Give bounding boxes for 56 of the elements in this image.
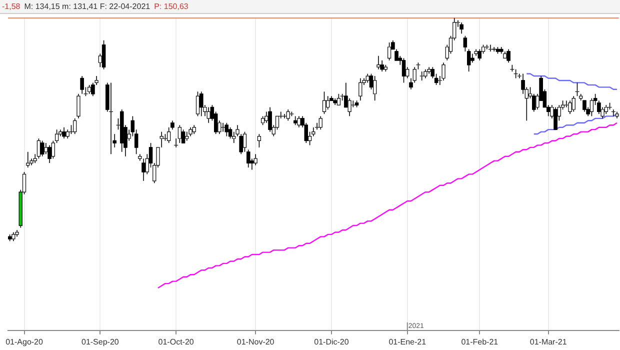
x-tick-label: 01-Nov-20 bbox=[236, 337, 275, 346]
candlestick bbox=[200, 91, 204, 117]
candlestick bbox=[402, 58, 406, 84]
candlestick bbox=[387, 42, 392, 61]
candlestick bbox=[44, 142, 48, 155]
x-tick-label: 01-Oct-20 bbox=[158, 337, 194, 346]
candlestick bbox=[167, 126, 171, 144]
candlestick bbox=[506, 48, 510, 64]
candlestick bbox=[286, 109, 290, 122]
candlestick bbox=[358, 78, 362, 101]
x-tick-label: 01-Feb-21 bbox=[461, 337, 499, 346]
candlestick bbox=[336, 93, 341, 106]
candlestick bbox=[297, 116, 301, 128]
text: M: 134,15 m: 131,41 F: 22-04-2021 bbox=[24, 2, 150, 11]
x-tick-label: 01-Dic-20 bbox=[314, 337, 350, 346]
x-tick-label: 01-Sep-20 bbox=[81, 337, 120, 346]
candlestick bbox=[257, 134, 262, 148]
candlestick bbox=[376, 56, 380, 70]
candlestick bbox=[196, 91, 200, 117]
candlestick bbox=[380, 60, 384, 72]
candlestick bbox=[554, 106, 558, 130]
candlestick bbox=[206, 106, 210, 124]
x-tick-label: 01-Mar-21 bbox=[530, 337, 568, 346]
candlestick bbox=[36, 138, 41, 159]
candlestick bbox=[26, 151, 30, 168]
candlestick bbox=[254, 154, 258, 166]
candlestick bbox=[348, 98, 352, 117]
candlestick bbox=[322, 91, 326, 114]
candlestick bbox=[373, 76, 377, 101]
candlestick bbox=[442, 62, 446, 81]
candlestick bbox=[326, 96, 330, 110]
candlestick bbox=[80, 76, 84, 94]
candlestick bbox=[478, 48, 482, 61]
x-tick-label: 01-Ago-20 bbox=[6, 337, 44, 346]
candlestick bbox=[460, 22, 464, 34]
candlestick bbox=[572, 96, 576, 112]
candlestick bbox=[590, 98, 594, 117]
candlestick bbox=[568, 100, 572, 114]
candlestick bbox=[76, 93, 80, 119]
candlestick bbox=[228, 126, 232, 139]
text: P: 150,63 bbox=[154, 2, 188, 11]
candlestick bbox=[224, 122, 228, 137]
candlestick bbox=[434, 73, 438, 86]
text: -1,58 bbox=[2, 2, 20, 11]
candlestick bbox=[181, 129, 186, 144]
candlestick bbox=[40, 140, 44, 157]
candlestick bbox=[470, 53, 474, 64]
candlestick bbox=[102, 40, 106, 70]
candlestick bbox=[268, 106, 272, 132]
candlestick bbox=[318, 116, 322, 130]
candlestick bbox=[73, 118, 77, 134]
x-tick-label: 01-Ene-21 bbox=[388, 337, 427, 346]
candlestick bbox=[142, 158, 146, 182]
candlestick bbox=[178, 124, 182, 144]
candlestick bbox=[62, 126, 66, 139]
candlestick bbox=[48, 144, 52, 164]
